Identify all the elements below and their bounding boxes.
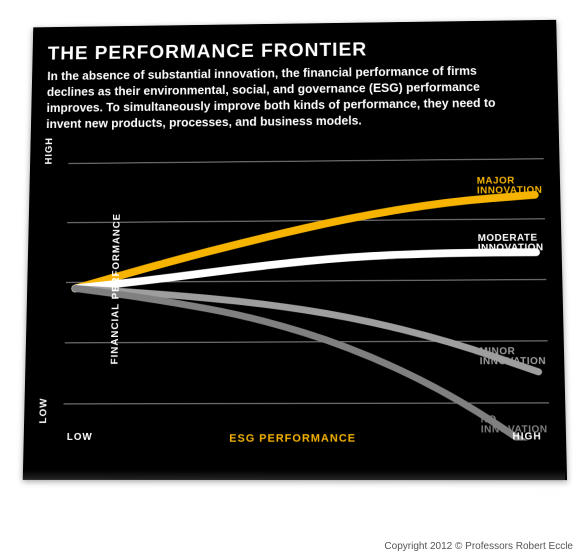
series-label-none: NOINNOVATION xyxy=(481,415,548,436)
chart-area: FINANCIAL PERFORMANCE HIGH LOW LOW ESG P… xyxy=(39,134,550,440)
copyright-text: Copyright 2012 © Professors Robert Eccle xyxy=(384,541,573,552)
series-label-major: MAJORINNOVATION xyxy=(477,176,543,197)
y-axis-label: FINANCIAL PERFORMANCE xyxy=(110,212,123,364)
x-axis-label: ESG PERFORMANCE xyxy=(229,432,356,444)
y-tick-high: HIGH xyxy=(44,136,55,164)
chart-title: THE PERFORMANCE FRONTIER xyxy=(48,37,542,65)
series-label-moderate: MODERATEINNOVATION xyxy=(478,234,544,255)
y-tick-low: LOW xyxy=(38,397,49,423)
x-tick-low: LOW xyxy=(67,431,93,442)
series-major xyxy=(75,194,536,288)
series-label-minor: MINORINNOVATION xyxy=(479,347,546,368)
chart-card: THE PERFORMANCE FRONTIER In the absence … xyxy=(23,20,567,480)
card-reflection xyxy=(20,470,565,550)
chart-subtitle: In the absence of substantial innovation… xyxy=(46,63,530,133)
